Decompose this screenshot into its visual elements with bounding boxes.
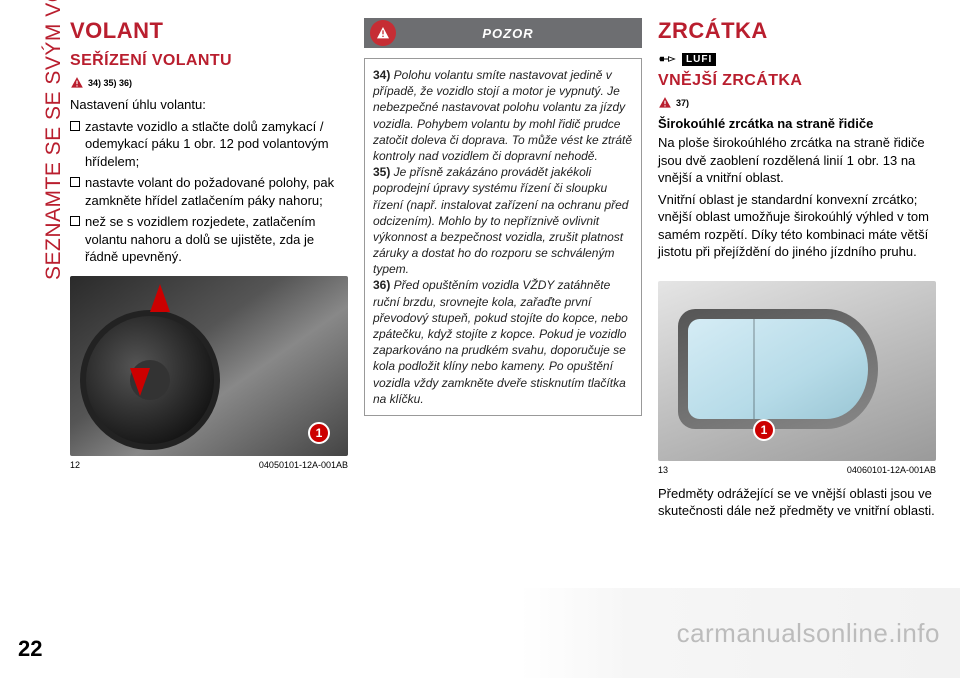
figure-code: 04050101-12A-001AB <box>259 460 348 470</box>
col1-title: VOLANT <box>70 18 348 44</box>
figure-caption: 12 04050101-12A-001AB <box>70 460 348 470</box>
square-bullet-icon <box>70 121 80 131</box>
mirror-divider-line <box>753 319 755 419</box>
column-1: VOLANT SEŘÍZENÍ VOLANTU 34) 35) 36) Nast… <box>70 18 348 660</box>
note-number: 35) <box>373 165 390 179</box>
note-text: Je přísně zakázáno provádět jakékoli pop… <box>373 165 628 276</box>
figure-number: 12 <box>70 460 80 470</box>
col1-subtitle: SEŘÍZENÍ VOLANTU <box>70 52 348 70</box>
steering-wheel-shape <box>80 310 220 450</box>
note-number: 34) <box>373 68 390 82</box>
bullet-text: než se s vozidlem rozjedete, zatlačením … <box>85 213 348 266</box>
warning-ref-numbers: 34) 35) 36) <box>88 78 132 88</box>
paragraph: Na ploše širokoúhlého zrcátka na straně … <box>658 134 936 187</box>
square-bullet-icon <box>70 177 80 187</box>
mirror-image: 1 <box>658 281 936 461</box>
figure-number: 13 <box>658 465 668 475</box>
watermark: carmanualsonline.info <box>520 588 960 678</box>
callout-marker: 1 <box>308 422 330 444</box>
callout-marker: 1 <box>753 419 775 441</box>
bullet-text: zastavte vozidlo a stlačte dolů zamykací… <box>85 118 348 171</box>
arrow-down-icon <box>130 368 150 396</box>
bullet-1: zastavte vozidlo a stlačte dolů zamykací… <box>70 118 348 171</box>
note-text: Před opuštěním vozidla VŽDY zatáhněte ru… <box>373 278 628 405</box>
figure-caption: 13 04060101-12A-001AB <box>658 465 936 475</box>
warning-refs: 34) 35) 36) <box>70 76 348 90</box>
warning-icon <box>658 96 672 110</box>
col3-subtitle: VNĚJŠÍ ZRCÁTKA <box>658 72 936 90</box>
caution-bar: POZOR <box>364 18 642 48</box>
figure-13: 1 13 04060101-12A-001AB <box>658 271 936 475</box>
figure-12: 1 12 04050101-12A-001AB <box>70 276 348 470</box>
section-label: SEZNAMTE SE SE SVÝM VOZEM <box>42 0 66 280</box>
warning-icon <box>70 76 84 90</box>
column-3: ZRCÁTKA LUFI VNĚJŠÍ ZRCÁTKA 37) Širokoúh… <box>658 18 936 660</box>
warning-ref-numbers: 37) <box>676 98 689 108</box>
col3-title: ZRCÁTKA <box>658 18 936 44</box>
pointing-hand-icon <box>658 52 676 66</box>
mirror-glass <box>688 319 868 419</box>
arrow-up-icon <box>150 284 170 312</box>
caution-label: POZOR <box>380 26 636 41</box>
square-bullet-icon <box>70 216 80 226</box>
page-number: 22 <box>18 636 42 662</box>
bullet-3: než se s vozidlem rozjedete, zatlačením … <box>70 213 348 266</box>
sidebar: SEZNAMTE SE SE SVÝM VOZEM 22 <box>0 0 70 678</box>
bold-heading: Širokoúhlé zrcátka na straně řidiče <box>658 116 936 131</box>
content-columns: VOLANT SEŘÍZENÍ VOLANTU 34) 35) 36) Nast… <box>70 0 960 678</box>
warning-refs: 37) <box>658 96 936 110</box>
column-2: POZOR 34) Polohu volantu smíte nastavova… <box>364 18 642 660</box>
lufi-badge: LUFI <box>682 53 716 66</box>
paragraph: Vnitřní oblast je standardní konvexní zr… <box>658 191 936 261</box>
bullet-text: nastavte volant do požadované polohy, pa… <box>85 174 348 209</box>
steering-wheel-image: 1 <box>70 276 348 456</box>
badge-row: LUFI <box>658 52 936 66</box>
caution-notes: 34) Polohu volantu smíte nastavovat jedi… <box>364 58 642 416</box>
note-text: Polohu volantu smíte nastavovat jedině v… <box>373 68 632 163</box>
paragraph: Předměty odrážející se ve vnější oblasti… <box>658 485 936 520</box>
mirror-housing <box>678 309 878 429</box>
figure-code: 04060101-12A-001AB <box>847 465 936 475</box>
note-number: 36) <box>373 278 390 292</box>
intro-text: Nastavení úhlu volantu: <box>70 96 348 114</box>
bullet-2: nastavte volant do požadované polohy, pa… <box>70 174 348 209</box>
manual-page: SEZNAMTE SE SE SVÝM VOZEM 22 VOLANT SEŘÍ… <box>0 0 960 678</box>
